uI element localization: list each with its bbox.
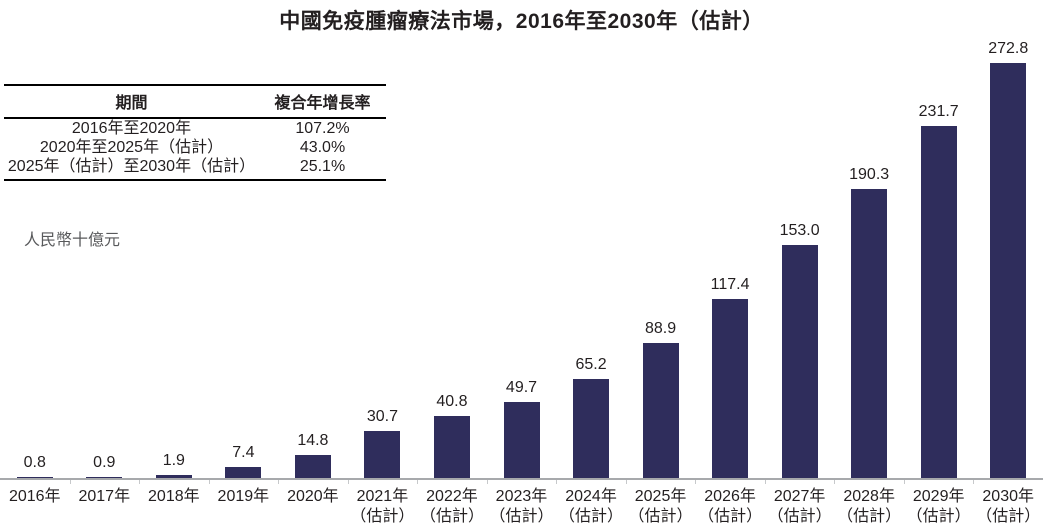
x-axis-label: 2024年 （估計） xyxy=(559,488,624,525)
bar xyxy=(225,467,262,478)
x-axis-label: 2018年 xyxy=(148,488,200,505)
page-title: 中國免疫腫瘤療法市場，2016年至2030年（估計） xyxy=(279,10,764,33)
x-axis-label: 2023年 （估計） xyxy=(489,488,554,525)
x-axis-tick xyxy=(70,480,71,484)
x-axis-label: 2026年 （估計） xyxy=(698,488,763,525)
x-axis-label: 2028年 （估計） xyxy=(837,488,902,525)
bar xyxy=(294,455,331,478)
x-axis-label: 2019年 xyxy=(217,488,270,505)
cagr-table-header-period: 期間 xyxy=(4,84,259,119)
x-axis-label: 2030年 （估計） xyxy=(976,488,1041,525)
bar-value-label: 0.9 xyxy=(93,454,116,471)
bar xyxy=(781,245,818,478)
cagr-period-cell: 2025年（估計）至2030年（估計） xyxy=(4,157,259,181)
cagr-table: 期間 複合年增長率 2016年至2020年 107.2% 2020年至2025年… xyxy=(4,84,386,181)
bar xyxy=(16,477,53,478)
x-axis-label: 2022年 （估計） xyxy=(419,488,484,525)
bar xyxy=(155,475,192,478)
bar-value-label: 14.8 xyxy=(297,432,329,449)
bar-value-label: 49.7 xyxy=(505,379,538,396)
bar xyxy=(990,63,1027,478)
cagr-period-cell: 2016年至2020年 xyxy=(71,120,192,137)
x-axis-label: 2027年 （估計） xyxy=(767,488,832,525)
table-row: 2016年至2020年 107.2% xyxy=(4,118,386,138)
bar-value-label: 117.4 xyxy=(710,276,750,293)
bar xyxy=(364,431,401,478)
bar xyxy=(712,299,749,478)
x-axis-tick xyxy=(973,480,974,484)
bar-value-label: 88.9 xyxy=(644,320,677,337)
x-axis-tick xyxy=(834,480,835,484)
cagr-rate-cell: 107.2% xyxy=(295,120,350,137)
x-axis-tick xyxy=(278,480,279,484)
y-axis-unit-label: 人民幣十億元 xyxy=(24,232,121,249)
x-axis-tick xyxy=(765,480,766,484)
bar-value-label: 231.7 xyxy=(918,103,959,120)
x-axis-tick xyxy=(139,480,140,484)
x-axis-line xyxy=(0,478,1043,480)
x-axis-label: 2021年 （估計） xyxy=(350,488,415,525)
cagr-period-cell: 2020年至2025年（估計） xyxy=(39,139,224,156)
cagr-rate-cell: 25.1% xyxy=(259,157,386,181)
x-axis-tick xyxy=(695,480,696,484)
cagr-table-header-row: 期間 複合年增長率 xyxy=(4,84,386,119)
cagr-table-header-cagr: 複合年增長率 xyxy=(259,84,386,119)
bar-value-label: 272.8 xyxy=(988,40,1029,57)
bar-value-label: 65.2 xyxy=(575,356,607,373)
bar xyxy=(851,189,888,478)
x-axis-tick xyxy=(556,480,557,484)
x-axis-label: 2017年 xyxy=(78,488,131,505)
bar xyxy=(920,126,957,478)
x-axis-tick xyxy=(348,480,349,484)
bar xyxy=(433,416,470,478)
bar xyxy=(86,477,123,478)
cagr-rate-cell: 43.0% xyxy=(299,139,346,156)
x-axis-label: 2025年 （估計） xyxy=(628,488,693,525)
x-axis-label: 2029年 （估計） xyxy=(906,488,971,525)
bar-value-label: 40.8 xyxy=(436,393,468,410)
bar xyxy=(573,379,610,478)
bar-value-label: 7.4 xyxy=(232,444,255,461)
bar xyxy=(642,343,679,478)
x-axis-label: 2016年 xyxy=(8,488,61,505)
x-axis-tick xyxy=(417,480,418,484)
bar-value-label: 1.9 xyxy=(162,452,185,469)
x-axis-tick xyxy=(904,480,905,484)
bar-value-label: 153.0 xyxy=(779,222,820,239)
x-axis-tick xyxy=(487,480,488,484)
table-row: 2025年（估計）至2030年（估計） 25.1% xyxy=(4,157,386,181)
x-axis-tick xyxy=(626,480,627,484)
bar-value-label: 0.8 xyxy=(23,454,46,471)
x-axis-label: 2020年 xyxy=(287,488,339,505)
bar-value-label: 30.7 xyxy=(366,408,398,425)
table-row: 2020年至2025年（估計） 43.0% xyxy=(4,138,386,157)
bar xyxy=(503,402,540,478)
bar-value-label: 190.3 xyxy=(849,166,890,183)
x-axis-tick xyxy=(209,480,210,484)
